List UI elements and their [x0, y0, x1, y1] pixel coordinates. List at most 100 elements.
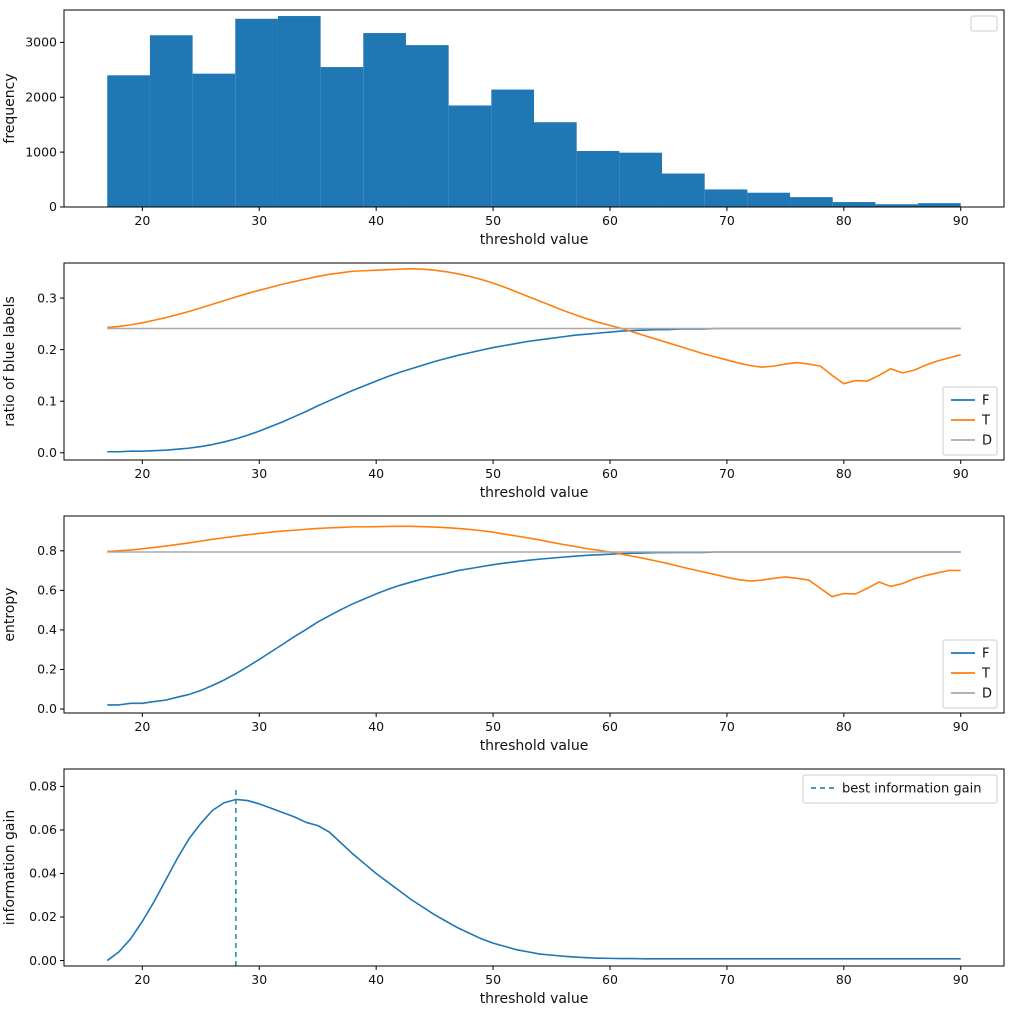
y-tick-label: 0.0	[37, 701, 57, 716]
y-tick-label: 0.06	[29, 822, 57, 837]
x-tick-label: 90	[953, 213, 969, 228]
ratio-of-blue-labels-chart: 20 30 40 50 60 70 80 90 0.0 0.1 0.2 0.3 threshold va…	[2, 262, 1005, 501]
axes-frame	[63, 768, 1005, 967]
y-tick-label: 2000	[25, 89, 57, 104]
series-line-F	[107, 327, 961, 453]
histogram-bar	[320, 67, 364, 207]
x-tick-label: 40	[368, 466, 384, 481]
histogram-bar	[534, 122, 577, 207]
histogram-bar	[448, 105, 492, 207]
x-tick-label: 20	[134, 466, 150, 481]
y-tick-label: 0.00	[29, 953, 57, 968]
x-tick-label: 80	[836, 972, 852, 987]
x-tick-label: 40	[368, 213, 384, 228]
legend-label: T	[981, 414, 990, 429]
x-tick-label: 20	[134, 719, 150, 734]
x-tick-label: 90	[953, 466, 969, 481]
legend-label: best information gain	[842, 782, 981, 797]
histogram-bar	[918, 203, 961, 207]
x-tick-label: 40	[368, 972, 384, 987]
histogram-bar	[662, 173, 705, 207]
series-line-T	[107, 267, 961, 385]
legend-box	[970, 15, 998, 32]
x-axis-label: threshold value	[480, 232, 589, 248]
series-line-F	[107, 551, 961, 706]
y-tick-label: 0.8	[37, 543, 57, 558]
y-tick-label: 0.3	[37, 290, 57, 305]
x-tick-label: 70	[719, 466, 735, 481]
y-tick-label: 0.2	[37, 342, 57, 357]
legend-box	[942, 386, 998, 456]
legend-box	[942, 639, 998, 709]
y-tick-label: 1000	[25, 144, 57, 159]
legend-label: D	[982, 687, 992, 702]
x-tick-label: 40	[368, 719, 384, 734]
legend-label: F	[982, 394, 989, 409]
y-axis-label: ratio of blue labels	[2, 296, 18, 427]
histogram-bar	[790, 197, 833, 207]
x-tick-label: 20	[134, 213, 150, 228]
x-axis-label: threshold value	[480, 991, 589, 1007]
histogram-bar	[149, 35, 193, 207]
x-axis-label: threshold value	[480, 485, 589, 501]
x-tick-label: 20	[134, 972, 150, 987]
y-tick-label: 0.08	[29, 779, 57, 794]
x-tick-label: 70	[719, 213, 735, 228]
histogram-bar	[491, 89, 534, 207]
histogram-bar	[235, 18, 278, 208]
x-tick-label: 90	[953, 972, 969, 987]
x-tick-label: 80	[836, 719, 852, 734]
histogram-bar	[363, 33, 406, 208]
x-tick-label: 30	[251, 972, 267, 987]
y-tick-label: 0.2	[37, 662, 57, 677]
histogram-bar	[875, 204, 919, 207]
y-tick-label: 3000	[25, 35, 57, 50]
histogram-bar	[832, 202, 876, 207]
series-line-T	[107, 525, 961, 598]
frequency-histogram-chart: 20 30 40 50 60 70 80 90 0 1000 2000 3000 threshold v…	[2, 9, 1005, 248]
y-tick-label: 0.1	[37, 393, 57, 408]
y-tick-label: 0.6	[37, 583, 57, 598]
x-tick-label: 30	[251, 466, 267, 481]
legend-label: F	[982, 647, 989, 662]
histogram-bar	[192, 73, 236, 207]
histogram-bar	[747, 192, 791, 207]
legend-label: T	[981, 667, 990, 682]
x-tick-label: 60	[602, 972, 618, 987]
axes-frame	[63, 9, 1005, 208]
x-tick-label: 30	[251, 213, 267, 228]
information-gain-chart: 20 30 40 50 60 70 80 90 0.00 0.02 0.04 0.06 0.08 thre…	[2, 768, 1005, 1007]
x-axis-label: threshold value	[480, 738, 589, 754]
x-tick-label: 80	[836, 213, 852, 228]
x-tick-label: 50	[485, 466, 501, 481]
histogram-bar	[576, 151, 620, 207]
histogram-bar	[619, 152, 663, 207]
y-axis-label: frequency	[2, 73, 18, 143]
x-tick-label: 50	[485, 719, 501, 734]
entropy-chart: 20 30 40 50 60 70 80 90 0.0 0.2 0.4 0.6 0.8 threshold…	[2, 515, 1005, 754]
x-tick-label: 60	[602, 719, 618, 734]
y-tick-label: 0	[49, 199, 57, 214]
series-line-information gain	[106, 798, 961, 962]
histogram-bar	[277, 16, 321, 208]
x-tick-label: 80	[836, 466, 852, 481]
y-tick-label: 0.0	[37, 445, 57, 460]
x-tick-label: 70	[719, 719, 735, 734]
histogram-bar	[107, 75, 150, 207]
x-tick-label: 50	[485, 213, 501, 228]
histogram-bar	[405, 45, 449, 207]
x-tick-label: 60	[602, 466, 618, 481]
axes-frame	[63, 262, 1005, 461]
x-tick-label: 90	[953, 719, 969, 734]
axes-frame	[63, 515, 1005, 714]
x-tick-label: 70	[719, 972, 735, 987]
x-tick-label: 60	[602, 213, 618, 228]
x-tick-label: 30	[251, 719, 267, 734]
y-tick-label: 0.04	[29, 866, 57, 881]
y-axis-label: entropy	[2, 587, 18, 641]
y-tick-label: 0.02	[29, 909, 57, 924]
y-tick-label: 0.4	[37, 622, 57, 637]
x-tick-label: 50	[485, 972, 501, 987]
y-axis-label: information gain	[2, 810, 18, 925]
